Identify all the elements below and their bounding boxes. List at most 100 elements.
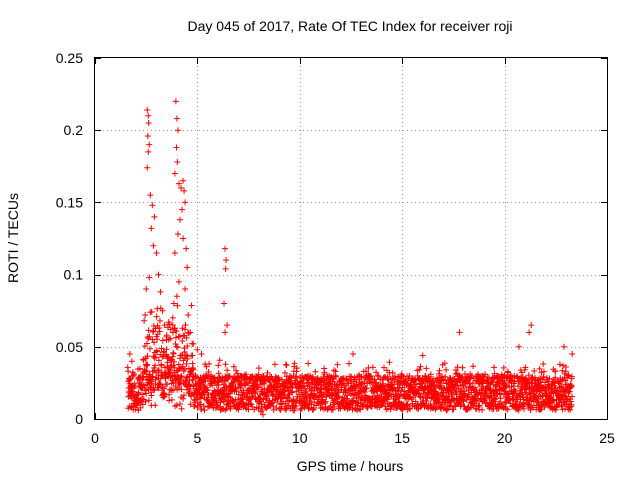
data-point bbox=[540, 368, 547, 375]
data-point bbox=[559, 406, 566, 413]
data-point bbox=[156, 328, 163, 335]
data-point bbox=[515, 407, 522, 414]
data-point bbox=[163, 332, 170, 339]
data-point bbox=[156, 324, 163, 331]
data-point bbox=[197, 395, 204, 402]
data-point bbox=[305, 360, 312, 367]
data-point bbox=[461, 403, 468, 410]
data-point bbox=[147, 192, 154, 199]
y-tick-label: 0.15 bbox=[56, 194, 83, 210]
data-point bbox=[148, 308, 155, 315]
data-point bbox=[562, 364, 569, 371]
data-point bbox=[537, 406, 544, 413]
data-point bbox=[391, 381, 398, 388]
data-point bbox=[181, 366, 188, 373]
data-point bbox=[148, 392, 155, 399]
plot-frame bbox=[94, 57, 608, 420]
data-point bbox=[410, 394, 417, 401]
data-point bbox=[298, 405, 305, 412]
data-point bbox=[143, 286, 150, 293]
data-point bbox=[139, 401, 146, 408]
data-point bbox=[384, 405, 391, 412]
data-point bbox=[467, 404, 474, 411]
data-point bbox=[291, 360, 298, 367]
data-point bbox=[344, 395, 351, 402]
data-point bbox=[184, 264, 191, 271]
data-point bbox=[568, 373, 575, 380]
data-point bbox=[386, 359, 393, 366]
data-point bbox=[262, 378, 269, 385]
data-point bbox=[224, 322, 231, 329]
data-point bbox=[525, 372, 532, 379]
data-point bbox=[173, 402, 180, 409]
data-point bbox=[161, 322, 168, 329]
data-point bbox=[180, 392, 187, 399]
data-point bbox=[304, 382, 311, 389]
data-point bbox=[153, 249, 160, 256]
data-point bbox=[230, 363, 237, 370]
data-point bbox=[437, 380, 444, 387]
data-point bbox=[216, 357, 223, 364]
data-point bbox=[187, 401, 194, 408]
data-point bbox=[225, 373, 232, 380]
data-point bbox=[255, 384, 262, 391]
data-point bbox=[154, 367, 161, 374]
data-point bbox=[333, 373, 340, 380]
data-point bbox=[243, 371, 250, 378]
data-point bbox=[473, 397, 480, 404]
data-point bbox=[512, 387, 519, 394]
data-point bbox=[188, 302, 195, 309]
data-point bbox=[378, 402, 385, 409]
data-point bbox=[369, 364, 376, 371]
data-point bbox=[143, 367, 150, 374]
data-point bbox=[169, 321, 176, 328]
data-point bbox=[146, 333, 153, 340]
data-point bbox=[371, 376, 378, 383]
data-point bbox=[157, 288, 164, 295]
data-point bbox=[214, 379, 221, 386]
data-point bbox=[145, 335, 152, 342]
data-point bbox=[181, 187, 188, 194]
data-point bbox=[331, 367, 338, 374]
data-point bbox=[154, 305, 161, 312]
data-point bbox=[483, 399, 490, 406]
data-point bbox=[161, 385, 168, 392]
data-point bbox=[171, 364, 178, 371]
data-point bbox=[179, 325, 186, 332]
y-tick-labels: 0 0.05 0.1 0.15 0.2 0.25 bbox=[56, 50, 83, 427]
data-point bbox=[142, 398, 149, 405]
data-point bbox=[540, 373, 547, 380]
data-point bbox=[176, 401, 183, 408]
y-tick-label: 0.05 bbox=[56, 339, 83, 355]
data-point bbox=[173, 328, 180, 335]
data-point bbox=[314, 399, 321, 406]
data-point bbox=[142, 387, 149, 394]
data-point bbox=[427, 386, 434, 393]
data-point bbox=[525, 401, 532, 408]
data-point bbox=[305, 405, 312, 412]
data-point bbox=[413, 381, 420, 388]
data-point bbox=[194, 402, 201, 409]
data-point bbox=[155, 271, 162, 278]
data-point bbox=[146, 345, 153, 352]
data-point bbox=[190, 340, 197, 347]
data-point bbox=[222, 245, 229, 252]
data-point bbox=[203, 363, 210, 370]
data-point bbox=[514, 398, 521, 405]
data-point bbox=[569, 351, 576, 358]
data-point bbox=[398, 387, 405, 394]
data-point bbox=[346, 373, 353, 380]
data-point bbox=[139, 391, 146, 398]
data-point bbox=[283, 362, 290, 369]
data-point bbox=[556, 361, 563, 368]
data-point bbox=[443, 366, 450, 373]
data-point bbox=[160, 389, 167, 396]
data-point bbox=[552, 368, 559, 375]
data-point bbox=[531, 367, 538, 374]
data-point bbox=[442, 373, 449, 380]
data-point bbox=[255, 371, 262, 378]
data-point bbox=[315, 393, 322, 400]
y-axis-label: ROTI / TECUs bbox=[5, 193, 21, 283]
data-point bbox=[264, 369, 271, 376]
data-point bbox=[175, 278, 182, 285]
